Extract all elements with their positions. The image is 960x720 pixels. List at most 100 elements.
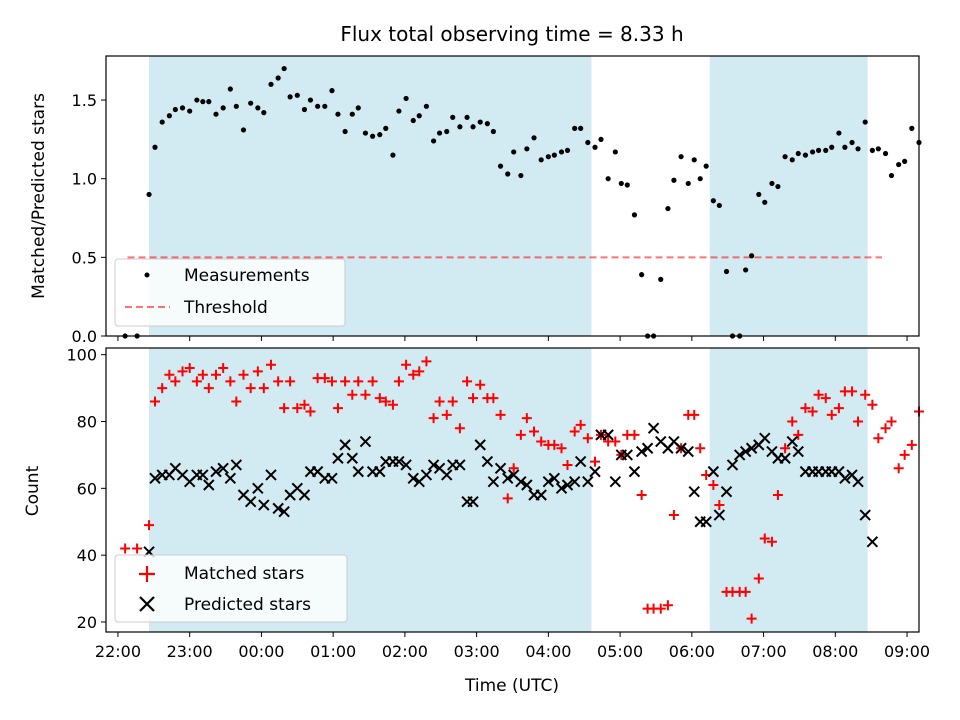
measurement-point — [505, 171, 511, 177]
measurement-point — [227, 86, 233, 92]
matched-star-marker — [120, 543, 131, 554]
matched-star-marker — [319, 373, 330, 384]
predicted-star-marker — [502, 472, 514, 485]
measurement-point — [836, 130, 842, 136]
matched-star-marker — [740, 586, 751, 597]
predicted-stars-points — [143, 422, 879, 558]
matched-star-marker — [800, 403, 811, 414]
predicted-star-marker — [481, 455, 494, 468]
bottom-y-tick-label: 40 — [77, 546, 97, 565]
predicted-star-marker — [548, 472, 561, 485]
measurement-point — [869, 147, 875, 153]
matched-star-marker — [886, 416, 897, 427]
predicted-star-marker — [568, 475, 581, 488]
matched-star-marker — [488, 393, 499, 404]
measurement-point — [658, 276, 664, 282]
predicted-star-marker — [258, 499, 270, 511]
measurement-point — [497, 163, 504, 169]
measurement-point — [849, 139, 855, 146]
x-tick-label: 08:00 — [812, 642, 858, 661]
measurement-point — [301, 106, 308, 113]
measurement-point — [618, 180, 624, 187]
predicted-star-marker — [352, 465, 364, 478]
matched-star-marker — [575, 419, 586, 430]
measurement-point — [762, 199, 768, 205]
measurement-point — [248, 100, 254, 106]
top-y-tick-label: 0.0 — [72, 327, 97, 346]
matched-star-marker — [132, 543, 143, 554]
measurement-point — [909, 125, 915, 131]
legend-matched-label: Matched stars — [184, 564, 304, 584]
measurement-point — [329, 88, 335, 94]
measurement-point — [335, 111, 341, 117]
matched-star-marker — [636, 490, 647, 501]
measurement-point — [362, 130, 369, 136]
matched-star-marker — [285, 376, 296, 387]
predicted-star-marker — [474, 439, 486, 451]
matched-star-marker — [820, 393, 831, 404]
predicted-star-marker — [713, 509, 726, 521]
x-axis-label: Time (UTC) — [464, 676, 559, 696]
matched-star-marker — [340, 376, 351, 387]
measurement-point — [697, 176, 703, 182]
matched-star-marker — [279, 403, 290, 414]
measurement-point — [281, 65, 287, 72]
predicted-star-marker — [252, 482, 264, 495]
measurement-point — [477, 119, 483, 125]
legend-predicted-marker — [139, 596, 155, 612]
bottom-y-tick-label: 20 — [77, 613, 97, 632]
predicted-star-marker — [641, 442, 654, 454]
measurement-point — [775, 183, 781, 190]
top-legend: Measurements Threshold — [114, 258, 346, 327]
predicted-star-marker — [521, 479, 533, 491]
matched-star-marker — [414, 366, 425, 377]
predicted-star-marker — [700, 516, 712, 528]
matched-star-marker — [787, 416, 798, 427]
matched-star-marker — [203, 383, 214, 394]
predicted-star-marker — [628, 465, 641, 478]
matched-star-marker — [807, 406, 818, 417]
matched-star-marker — [708, 479, 719, 490]
top-y-tick-label: 1.0 — [72, 170, 97, 189]
matched-star-marker — [813, 389, 824, 400]
matched-star-marker — [549, 439, 560, 450]
matched-star-marker — [899, 449, 910, 460]
measurement-point — [268, 81, 274, 87]
x-tick-label: 02:00 — [382, 642, 428, 661]
measurement-point — [261, 110, 267, 116]
matched-star-marker — [847, 386, 858, 397]
matched-star-marker — [387, 399, 398, 410]
matched-star-marker — [860, 389, 871, 400]
legend-measurements-label: Measurements — [184, 266, 310, 286]
predicted-star-marker — [720, 485, 733, 498]
measurement-point — [233, 103, 239, 109]
predicted-star-marker — [359, 435, 372, 448]
predicted-star-marker — [244, 495, 257, 508]
measurement-point — [159, 119, 165, 125]
matched-star-marker — [772, 490, 783, 501]
predicted-star-marker — [230, 459, 243, 471]
measurement-point — [823, 147, 829, 153]
x-tick-label: 09:00 — [884, 642, 930, 661]
predicted-star-marker — [739, 445, 752, 458]
matched-star-marker — [462, 376, 473, 387]
matched-star-marker — [434, 396, 445, 407]
measurement-point — [558, 149, 565, 155]
measurement-point — [888, 172, 895, 179]
matched-star-marker — [662, 600, 673, 611]
matched-star-marker — [536, 436, 547, 447]
matched-star-marker — [714, 500, 725, 511]
measurement-point — [678, 154, 684, 160]
x-tick-label: 04:00 — [525, 642, 571, 661]
measurement-point — [585, 139, 591, 146]
matched-star-marker — [347, 389, 358, 400]
predicted-star-marker — [574, 455, 587, 468]
predicted-star-marker — [609, 475, 622, 488]
measurement-point — [862, 119, 868, 125]
matched-star-marker — [610, 436, 621, 447]
measurement-point — [349, 111, 355, 117]
matched-star-marker — [906, 439, 917, 450]
measurement-point — [665, 205, 671, 212]
measurement-point — [639, 272, 645, 278]
matched-star-marker — [793, 429, 804, 440]
